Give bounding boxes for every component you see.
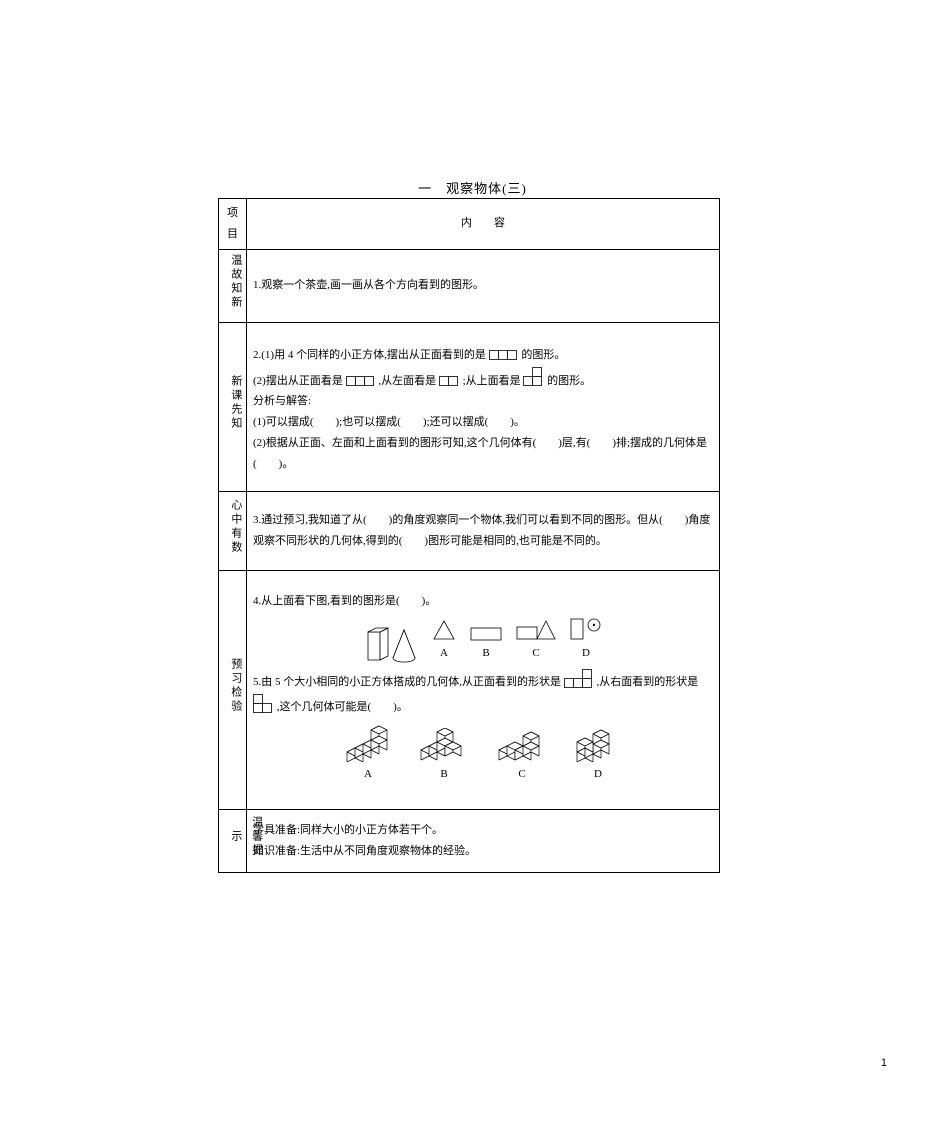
row5-label-cell: 温馨提示 <box>219 809 247 872</box>
q5-line2: ,这个几何体可能是( )。 <box>253 693 713 718</box>
shape-l-3squares-icon <box>523 366 544 387</box>
row1-text: 1.观察一个茶壶,画一画从各个方向看到的图形。 <box>253 275 713 296</box>
row4-label-cell: 预习检验 <box>219 570 247 809</box>
row2-line3: 分析与解答: <box>253 391 713 412</box>
q5-a: 5.由 5 个大小相同的小正方体搭成的几何体,从正面看到的形状是 <box>253 676 561 688</box>
header-col-2-text: 内容 <box>439 217 527 229</box>
q4-opt-a-label: A <box>440 643 448 664</box>
shape-3squares-row-icon <box>346 375 376 387</box>
row4-content: 4.从上面看下图,看到的图形是( )。 <box>247 570 720 809</box>
q4-figure-row: A B <box>253 617 713 664</box>
row-wenxintishi: 温馨提示 学具准备:同样大小的小正方体若干个。 知识准备:生活中从不同角度观察物… <box>219 809 720 872</box>
row4-label: 预习检验 <box>225 658 246 714</box>
cube-cluster-d-icon <box>575 724 621 762</box>
q5-option-a: A <box>345 724 391 785</box>
row2-line2: (2)摆出从正面看是 ,从左面看是 <box>253 366 713 392</box>
q5-option-b: B <box>419 728 469 785</box>
q5-option-d: D <box>575 724 621 785</box>
row2-line5: (2)根据从正面、左面和上面看到的图形可知,这个几何体有( )层,有( )排;摆… <box>253 433 713 475</box>
rect-triangle-icon <box>516 619 556 641</box>
cube-cluster-b-icon <box>419 728 469 762</box>
shape-3squares-row-icon <box>489 349 519 361</box>
header-col-1-text: 项目 <box>227 207 238 240</box>
row1-label-cell: 温故知新 <box>219 249 247 322</box>
page-number: 1 <box>881 1057 887 1069</box>
row-wenguzhixin: 温故知新 1.观察一个茶壶,画一画从各个方向看到的图形。 <box>219 249 720 322</box>
rectangle-icon <box>470 627 502 641</box>
page-title: 一 观察物体(三) <box>0 178 945 197</box>
rect-circle-icon <box>570 617 602 641</box>
cube-cluster-a-icon <box>345 724 391 762</box>
row5-content: 学具准备:同样大小的小正方体若干个。 知识准备:生活中从不同角度观察物体的经验。 <box>247 809 720 872</box>
row2-line2-c: ;从上面看是 <box>463 375 521 387</box>
q4-opt-b-label: B <box>482 643 489 664</box>
cube-cluster-c-icon <box>497 728 547 762</box>
q5-line1: 5.由 5 个大小相同的小正方体搭成的几何体,从正面看到的形状是 ,从右面看到的… <box>253 668 713 693</box>
row2-line1-a: 2.(1)用 4 个同样的小正方体,摆出从正面看到的是 <box>253 349 486 361</box>
page: 一 观察物体(三) 项目 内容 温故知新 1.观察一个茶壶,画一画从各个方向看到… <box>0 0 945 1123</box>
table-header-row: 项目 内容 <box>219 199 720 250</box>
row1-content: 1.观察一个茶壶,画一画从各个方向看到的图形。 <box>247 249 720 322</box>
row2-line2-b: ,从左面看是 <box>378 375 436 387</box>
row-xinzhongyoushu: 心中有数 3.通过预习,我知道了从( )的角度观察同一个物体,我们可以看到不同的… <box>219 491 720 570</box>
q4-option-a: A <box>432 619 456 664</box>
row3-text: 3.通过预习,我知道了从( )的角度观察同一个物体,我们可以看到不同的图形。但从… <box>253 510 713 552</box>
row2-line1-b: 的图形。 <box>521 349 565 361</box>
row2-line1: 2.(1)用 4 个同样的小正方体,摆出从正面看到的是 的图形。 <box>253 345 713 366</box>
shape-2squares-row-icon <box>439 375 460 387</box>
row3-content: 3.通过预习,我知道了从( )的角度观察同一个物体,我们可以看到不同的图形。但从… <box>247 491 720 570</box>
row2-label-cell: 新课先知 <box>219 322 247 491</box>
row2-line4: (1)可以摆成( );也可以摆成( );还可以摆成( )。 <box>253 412 713 433</box>
right-view-3squares-icon <box>253 693 274 713</box>
q4-option-b: B <box>470 627 502 664</box>
row2-line2-d: 的图形。 <box>547 375 591 387</box>
q5-figure-row: A B <box>253 724 713 785</box>
q5-c: ,这个几何体可能是( )。 <box>277 701 408 713</box>
row2-label: 新课先知 <box>225 375 246 431</box>
q4-option-c: C <box>516 619 556 664</box>
row2-line2-a: (2)摆出从正面看是 <box>253 375 343 387</box>
row1-label: 温故知新 <box>225 254 246 310</box>
triangle-icon <box>432 619 456 641</box>
q5-opt-c-label: C <box>518 764 525 785</box>
row5-line2: 知识准备:生活中从不同角度观察物体的经验。 <box>253 841 713 862</box>
header-col-1: 项目 <box>219 199 247 250</box>
q4-stem-solids-icon <box>364 624 418 664</box>
row5-line1: 学具准备:同样大小的小正方体若干个。 <box>253 820 713 841</box>
row3-label-cell: 心中有数 <box>219 491 247 570</box>
front-view-4squares-icon <box>564 668 594 688</box>
row3-label: 心中有数 <box>225 499 246 555</box>
row-yuxijianyan: 预习检验 4.从上面看下图,看到的图形是( )。 <box>219 570 720 809</box>
q4-text: 4.从上面看下图,看到的图形是( )。 <box>253 591 713 612</box>
header-col-2: 内容 <box>247 199 720 250</box>
q5-b: ,从右面看到的形状是 <box>597 676 699 688</box>
row-xinkexianzhi: 新课先知 2.(1)用 4 个同样的小正方体,摆出从正面看到的是 <box>219 322 720 491</box>
q4-option-d: D <box>570 617 602 664</box>
q4-opt-c-label: C <box>532 643 539 664</box>
q5-opt-b-label: B <box>440 764 447 785</box>
row2-content: 2.(1)用 4 个同样的小正方体,摆出从正面看到的是 的图形。 <box>247 322 720 491</box>
q5-opt-d-label: D <box>594 764 602 785</box>
worksheet-table: 项目 内容 温故知新 1.观察一个茶壶,画一画从各个方向看到的图形。 新课先知 <box>218 198 720 873</box>
q5-option-c: C <box>497 728 547 785</box>
q4-opt-d-label: D <box>582 643 590 664</box>
q5-opt-a-label: A <box>364 764 372 785</box>
